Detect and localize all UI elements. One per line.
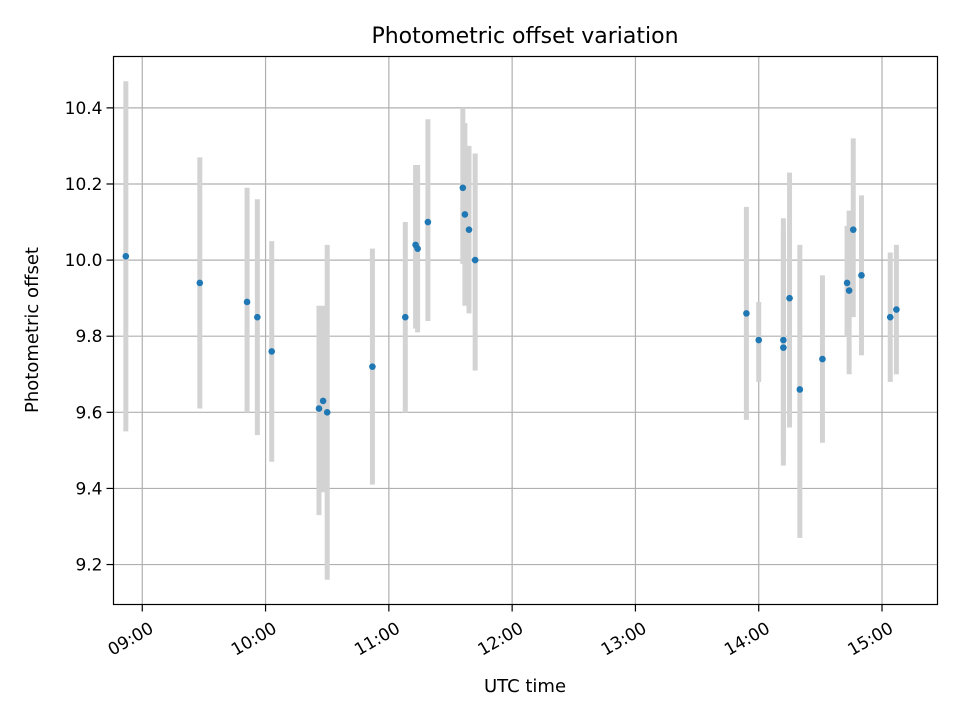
y-tick-label: 10.4	[65, 99, 103, 119]
y-tick-label: 10.2	[65, 175, 103, 195]
x-tick-label: 09:00	[105, 619, 157, 661]
x-tick-label: 14:00	[721, 619, 773, 661]
data-points	[122, 184, 900, 416]
y-tick-label: 9.8	[75, 327, 102, 347]
data-point	[319, 397, 327, 405]
chart-title: Photometric offset variation	[371, 24, 678, 49]
data-point	[465, 226, 473, 233]
data-point	[254, 313, 261, 321]
y-tick-label: 9.6	[75, 403, 102, 423]
data-point	[886, 313, 894, 321]
data-point	[786, 294, 793, 302]
x-tick-label: 12:00	[475, 619, 527, 661]
y-tick-label: 10.0	[65, 251, 103, 271]
data-point	[849, 226, 857, 233]
data-point	[315, 405, 323, 412]
data-point	[471, 256, 479, 264]
plot-frame	[112, 55, 939, 606]
data-point	[893, 306, 900, 313]
data-point	[369, 363, 376, 370]
data-point	[243, 298, 251, 306]
data-point	[780, 336, 787, 344]
y-tick-label: 9.2	[75, 556, 102, 576]
data-point	[845, 287, 853, 294]
data-point	[743, 310, 750, 317]
data-point	[780, 344, 787, 351]
data-point	[414, 245, 421, 252]
data-point	[843, 279, 851, 287]
data-point	[819, 355, 826, 363]
x-tick-label: 15:00	[844, 619, 896, 661]
data-point	[858, 272, 865, 279]
data-point	[401, 313, 409, 321]
x-tick-label: 13:00	[598, 619, 650, 661]
x-tick-label: 11:00	[351, 619, 403, 661]
x-axis-label: UTC time	[484, 676, 566, 697]
data-point	[424, 218, 432, 226]
data-point	[268, 348, 276, 355]
data-point	[796, 386, 804, 393]
data-point	[459, 184, 467, 192]
data-point	[122, 252, 130, 260]
data-point	[755, 336, 763, 344]
y-tick-label: 9.4	[75, 479, 102, 499]
data-point	[323, 409, 331, 416]
grid	[113, 56, 938, 605]
axis-ticks: 09:00 10:00 11:00 12:00 13:00 14:00 15:00 9.2 9.…	[65, 99, 897, 660]
data-point	[461, 211, 469, 218]
y-axis-label: Photometric offset	[22, 247, 43, 413]
x-tick-label: 10:00	[228, 619, 280, 661]
data-point	[196, 279, 204, 287]
error-bars	[123, 81, 899, 580]
